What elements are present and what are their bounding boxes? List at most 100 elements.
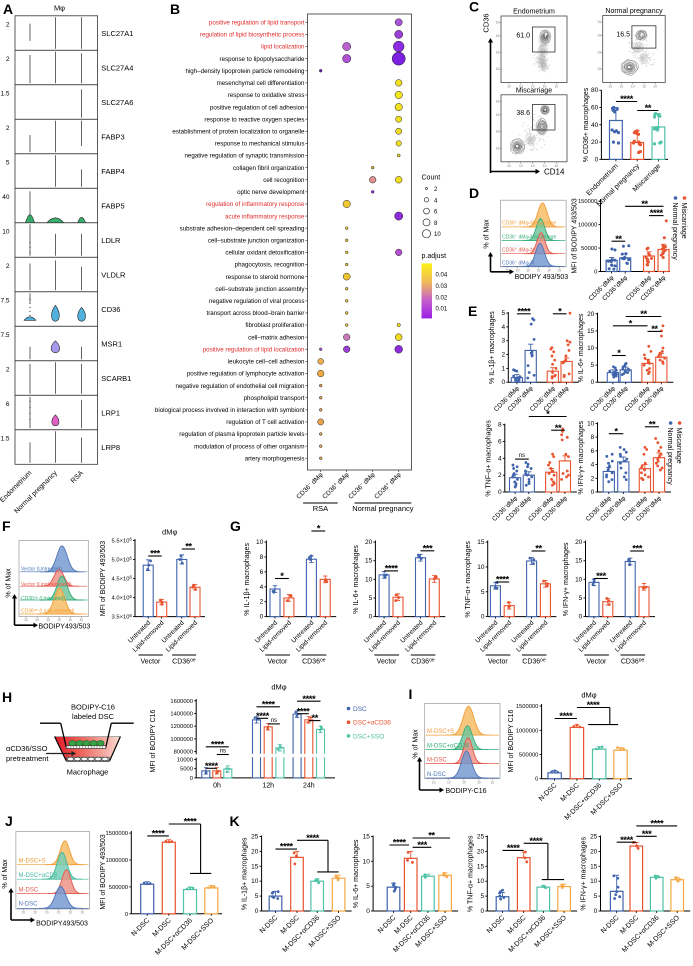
svg-text:1200000: 1200000 [170,724,193,730]
svg-text:positive regulation of lipid t: positive regulation of lipid transport [209,20,305,27]
svg-text:DSC: DSC [353,706,367,713]
svg-text:establishment of protein local: establishment of protein localization to… [172,129,305,136]
svg-text:****: **** [302,694,316,705]
svg-text:ns: ns [271,718,277,724]
svg-text:SLC27A1: SLC27A1 [101,29,133,38]
svg-text:150000: 150000 [578,199,597,205]
svg-text:% IL-1β+ macrophages: % IL-1β+ macrophages [244,543,251,616]
svg-text:10: 10 [507,85,511,89]
svg-text:1: 1 [501,365,505,372]
svg-text:****: **** [211,739,225,750]
svg-text:BODIPY493/503: BODIPY493/503 [39,624,91,631]
svg-text:20: 20 [590,848,598,855]
svg-text:4: 4 [498,455,502,462]
svg-text:****: **** [393,838,407,849]
svg-text:BODIPY493/503: BODIPY493/503 [36,921,88,928]
svg-text:I: I [409,686,413,702]
svg-text:p.adjust: p.adjust [422,253,447,260]
svg-text:15: 15 [365,558,373,565]
svg-text:dMφ: dMφ [162,528,177,537]
svg-text:25: 25 [251,834,259,841]
svg-text:0: 0 [591,379,595,386]
svg-text:M-DSC+S: M-DSC+S [427,729,454,735]
svg-text:% TNF-α+ macrophages: % TNF-α+ macrophages [465,541,472,618]
svg-text:3: 3 [501,338,505,345]
svg-text:5: 5 [591,362,595,369]
svg-text:negative regulation of viral p: negative regulation of viral process [209,298,305,305]
svg-text:****: **** [152,829,166,840]
svg-text:0: 0 [481,614,485,621]
svg-text:****: **** [306,833,320,844]
svg-text:dMφ: dMφ [271,683,286,692]
svg-text:MFI of BODIPY C16: MFI of BODIPY C16 [150,709,157,772]
svg-text:12h: 12h [262,783,274,790]
svg-text:10: 10 [547,268,551,272]
svg-text:% of Max: % of Max [2,859,9,889]
svg-text:Mφ: Mφ [54,4,65,13]
svg-text:10000: 10000 [177,757,193,763]
svg-text:10: 10 [363,858,371,865]
svg-text:DSC+SSO: DSC+SSO [353,733,384,740]
svg-text:10: 10 [555,85,559,89]
svg-text:0: 0 [255,908,259,915]
svg-text:modulation of process of other: modulation of process of other organism [194,443,304,450]
svg-text:response to reactive oxygen sp: response to reactive oxygen species [204,116,304,123]
svg-text:M-DSC+S: M-DSC+S [19,859,46,865]
svg-text:**: ** [649,419,656,430]
svg-text:CD36− dMφ-Miscarriage: CD36− dMφ-Miscarriage [502,233,556,241]
svg-text:10: 10 [597,67,601,71]
svg-text:cell recognition: cell recognition [263,177,305,184]
svg-text:10: 10 [531,164,535,168]
svg-text:5: 5 [6,159,10,166]
svg-text:****: **** [280,842,294,853]
svg-text:FABP4: FABP4 [101,167,124,176]
svg-text:4: 4 [434,198,438,204]
svg-text:10: 10 [432,780,436,784]
svg-text:CD36: CD36 [482,13,491,32]
svg-text:10: 10 [251,878,259,885]
svg-text:Normal pregnancy: Normal pregnancy [671,203,678,261]
svg-text:αCD36/SSO: αCD36/SSO [6,744,48,753]
svg-text:SLC27A4: SLC27A4 [101,63,133,72]
svg-text:**: ** [641,199,648,210]
svg-text:LRP8: LRP8 [101,443,120,452]
svg-text:1600000: 1600000 [170,699,193,705]
svg-text:J: J [5,813,13,829]
svg-text:4: 4 [591,462,595,469]
svg-text:****: **** [529,836,543,847]
svg-text:N-DSC: N-DSC [427,772,447,778]
svg-text:10: 10 [46,618,50,622]
svg-text:10: 10 [590,878,598,885]
svg-text:15: 15 [590,863,598,870]
svg-text:1000000: 1000000 [516,728,539,734]
svg-text:*: * [617,348,621,359]
svg-text:CD36: CD36 [101,305,120,314]
svg-text:optic nerve development: optic nerve development [237,189,305,196]
svg-text:***: *** [596,571,606,582]
svg-text:% of Max: % of Max [413,729,420,759]
svg-text:M-DSC: M-DSC [427,758,447,764]
svg-text:0.02: 0.02 [436,295,448,301]
svg-text:CD36+ dMφ-N: CD36+ dMφ-N [502,246,534,254]
svg-text:pretreatment: pretreatment [6,754,49,763]
svg-text:10: 10 [256,539,264,546]
svg-text:CD36oe (Lipid-removed): CD36oe (Lipid-removed) [21,608,75,615]
svg-text:20: 20 [251,848,259,855]
svg-text:LDLR: LDLR [101,236,121,245]
svg-text:10: 10 [365,576,373,583]
svg-text:1000000: 1000000 [106,858,129,864]
svg-text:transport across blood–brain b: transport across blood–brain barrier [206,310,304,317]
svg-text:high–density lipoprotein parti: high–density lipoprotein particle remode… [185,68,305,75]
svg-text:****: **** [620,94,634,105]
svg-text:BODIPY-C16: BODIPY-C16 [446,788,487,795]
svg-text:Vector: Vector [140,658,161,665]
svg-text:% IFN-γ+ macrophages: % IFN-γ+ macrophages [563,542,570,616]
svg-text:0: 0 [480,908,484,915]
svg-text:10: 10 [33,911,37,915]
svg-text:5.5×106: 5.5×106 [112,537,133,545]
svg-text:38.6: 38.6 [516,110,530,117]
svg-text:negative regulation of synapti: negative regulation of synaptic transmis… [184,153,305,160]
svg-text:10: 10 [477,780,481,784]
svg-text:10: 10 [496,21,500,25]
svg-text:fibroblast proliferation: fibroblast proliferation [245,322,305,329]
